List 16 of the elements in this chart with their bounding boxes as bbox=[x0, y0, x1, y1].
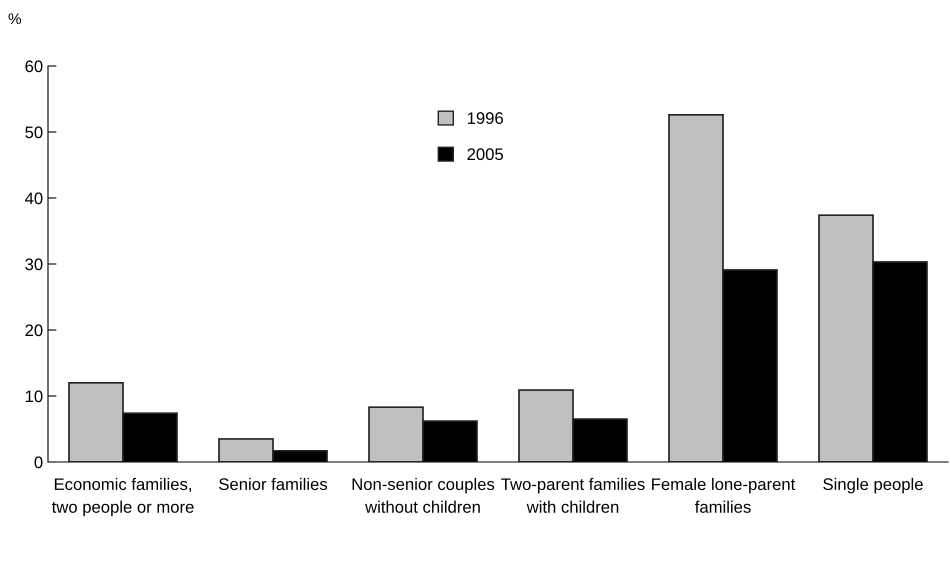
x-tick-label: Single people bbox=[823, 478, 923, 494]
x-tick-label: Non-senior couples without children bbox=[352, 478, 494, 513]
y-tick-label: 0 bbox=[34, 456, 42, 468]
x-tick-label: Female lone-parent families bbox=[652, 478, 796, 513]
y-tick-label: 10 bbox=[26, 390, 42, 402]
y-tick-label: 20 bbox=[25, 324, 42, 336]
y-axis-title: % bbox=[8, 13, 22, 24]
y-tick-label: 40 bbox=[24, 192, 42, 204]
x-tick-label: Senior families bbox=[219, 478, 328, 490]
x-tick-label: Two-parent families with children bbox=[501, 478, 645, 513]
y-tick-label: 50 bbox=[25, 126, 42, 138]
legend-label: 2005 bbox=[467, 148, 504, 160]
x-tick-label: Economic families, two people or more bbox=[52, 478, 194, 516]
y-tick-label: 30 bbox=[25, 258, 42, 270]
y-tick-label: 60 bbox=[25, 60, 42, 72]
legend-label: 1996 bbox=[468, 112, 503, 124]
